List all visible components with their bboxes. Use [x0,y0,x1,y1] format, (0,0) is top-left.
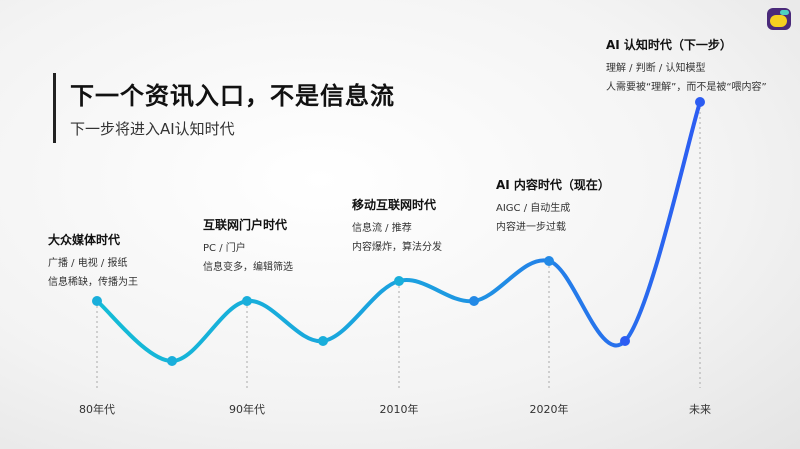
era-line: 理解 / 判断 / 认知模型 [606,63,706,74]
era-line: 信息稀缺，传播为王 [48,277,138,288]
app-logo-icon [767,8,791,30]
era-mobile: 移动互联网时代 信息流 / 推荐 内容爆炸，算法分发 [352,196,442,257]
era-line: 内容爆炸，算法分发 [352,242,442,253]
timeline-node [544,256,554,266]
axis-label: 80年代 [79,403,115,416]
era-line: AIGC / 自动生成 [496,203,571,214]
era-title: 移动互联网时代 [352,198,437,212]
era-line: 内容进一步过载 [496,222,566,233]
axis-label: 2020年 [529,403,569,416]
axis-label: 2010年 [379,403,419,416]
timeline-node [318,336,328,346]
page-subtitle: 下一步将进入AI认知时代 [70,120,235,138]
timeline-node [469,296,479,306]
title-accent-bar [53,73,56,143]
axis-label: 未来 [689,403,711,416]
era-line: 信息变多，编辑筛选 [203,262,293,273]
era-line: PC / 门户 [203,243,246,254]
era-mass-media: 大众媒体时代 广播 / 电视 / 报纸 信息稀缺，传播为王 [48,231,138,292]
era-title: AI 内容时代（现在） [496,178,610,192]
era-portal: 互联网门户时代 PC / 门户 信息变多，编辑筛选 [203,216,293,277]
axis-label: 90年代 [229,403,265,416]
timeline-node [620,336,630,346]
page-title: 下一个资讯入口，不是信息流 [70,82,395,110]
timeline-node [167,356,177,366]
era-ai-cognition: AI 认知时代（下一步） 理解 / 判断 / 认知模型 人需要被“理解”，而不是… [606,36,767,97]
era-title: 大众媒体时代 [48,233,121,247]
era-line: 人需要被“理解”，而不是被“喂内容” [606,82,767,93]
era-line: 广播 / 电视 / 报纸 [48,258,128,269]
timeline-node [394,276,404,286]
era-line: 信息流 / 推荐 [352,223,412,234]
timeline-node [695,97,705,107]
timeline-node [92,296,102,306]
timeline-node [242,296,252,306]
era-ai-content: AI 内容时代（现在） AIGC / 自动生成 内容进一步过载 [496,176,610,237]
era-title: 互联网门户时代 [203,218,288,232]
era-title: AI 认知时代（下一步） [606,38,732,52]
